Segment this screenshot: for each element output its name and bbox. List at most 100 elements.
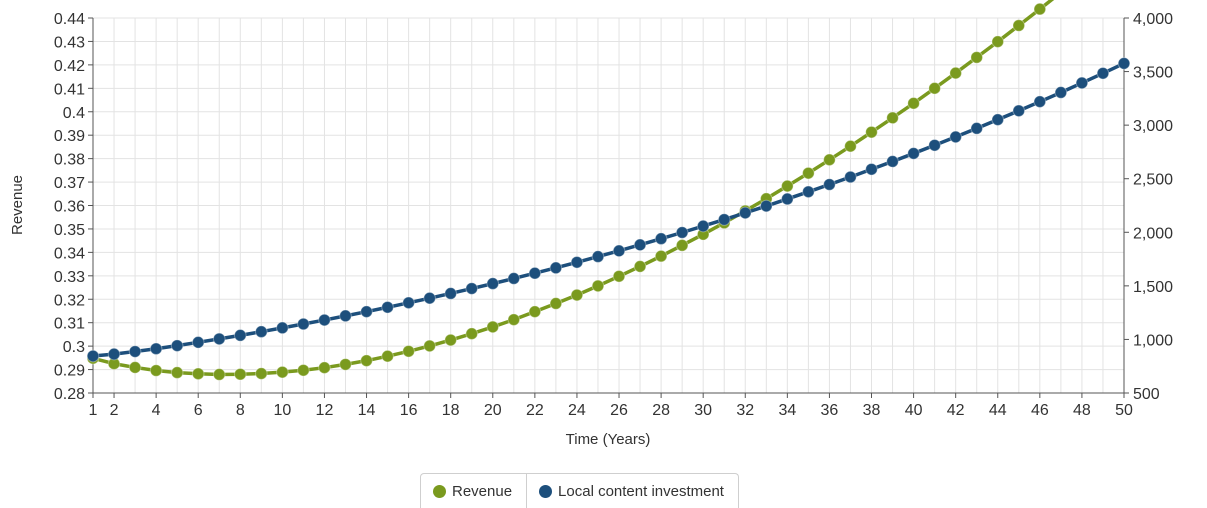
revenue-point[interactable] — [886, 111, 899, 125]
revenue-point[interactable] — [633, 260, 647, 273]
revenue-point[interactable] — [402, 344, 415, 358]
revenue-point[interactable] — [423, 339, 436, 353]
revenue-point[interactable] — [865, 125, 878, 139]
revenue-point[interactable] — [844, 139, 857, 153]
revenue-point[interactable] — [570, 288, 584, 302]
local-content-investment-point[interactable] — [1054, 86, 1068, 99]
local-content-investment-point[interactable] — [844, 170, 857, 184]
local-content-investment-point[interactable] — [149, 342, 163, 356]
local-content-investment-point[interactable] — [612, 244, 626, 258]
local-content-investment-point[interactable] — [276, 321, 289, 335]
revenue-point[interactable] — [591, 279, 605, 293]
left-tick-label: 0.3 — [63, 339, 85, 356]
local-content-investment-point[interactable] — [823, 178, 836, 191]
local-content-investment-point[interactable] — [1075, 76, 1089, 90]
local-content-investment-point[interactable] — [1033, 95, 1047, 108]
revenue-point[interactable] — [654, 249, 668, 263]
revenue-point[interactable] — [128, 361, 142, 374]
local-content-investment-point[interactable] — [233, 329, 247, 342]
revenue-point[interactable] — [255, 367, 268, 380]
revenue-point[interactable] — [907, 97, 920, 110]
legend-item-local-content-investment[interactable]: Local content investment — [526, 474, 738, 508]
revenue-point[interactable] — [781, 179, 794, 193]
revenue-point[interactable] — [191, 367, 205, 381]
local-content-investment-point[interactable] — [402, 296, 415, 310]
local-content-investment-point[interactable] — [591, 250, 605, 263]
revenue-point[interactable] — [1012, 19, 1026, 32]
local-content-investment-point[interactable] — [907, 147, 920, 160]
series-revenue — [86, 0, 1055, 381]
local-content-investment-point[interactable] — [760, 199, 773, 213]
local-content-investment-point[interactable] — [717, 213, 731, 226]
revenue-point[interactable] — [949, 66, 962, 80]
revenue-point[interactable] — [318, 361, 331, 374]
revenue-point[interactable] — [381, 349, 394, 363]
local-content-investment-point[interactable] — [633, 238, 647, 252]
series-local-content-investment — [86, 57, 1131, 363]
revenue-point[interactable] — [675, 239, 689, 252]
local-content-investment-point[interactable] — [549, 261, 563, 275]
revenue-point[interactable] — [486, 320, 500, 334]
revenue-point[interactable] — [823, 153, 836, 167]
revenue-point[interactable] — [1033, 2, 1047, 16]
local-content-investment-point[interactable] — [444, 287, 457, 300]
revenue-point[interactable] — [528, 305, 542, 318]
local-content-investment-point[interactable] — [738, 206, 752, 220]
local-content-investment-point[interactable] — [297, 317, 310, 331]
local-content-investment-point[interactable] — [1012, 104, 1026, 118]
local-content-investment-point[interactable] — [128, 345, 142, 358]
local-content-investment-point[interactable] — [675, 226, 689, 239]
local-content-investment-point[interactable] — [339, 309, 352, 323]
left-tick-label: 0.39 — [54, 128, 85, 145]
revenue-point[interactable] — [928, 82, 941, 95]
revenue-point[interactable] — [991, 35, 1005, 48]
local-content-investment-point[interactable] — [570, 255, 584, 269]
local-content-investment-point[interactable] — [465, 282, 479, 295]
local-content-investment-point[interactable] — [381, 300, 394, 314]
revenue-point[interactable] — [612, 269, 626, 283]
local-content-investment-point[interactable] — [507, 272, 521, 285]
local-content-investment-point[interactable] — [255, 325, 268, 339]
local-content-investment-point[interactable] — [170, 339, 184, 352]
revenue-point[interactable] — [149, 364, 163, 377]
revenue-point[interactable] — [276, 365, 289, 379]
local-content-investment-point[interactable] — [991, 113, 1005, 126]
local-content-investment-point[interactable] — [107, 347, 121, 361]
local-content-investment-point[interactable] — [696, 219, 710, 233]
local-content-investment-point[interactable] — [886, 155, 899, 168]
legend-item-revenue[interactable]: Revenue — [421, 474, 526, 508]
local-content-investment-point[interactable] — [654, 232, 668, 246]
revenue-point[interactable] — [444, 333, 457, 347]
revenue-point[interactable] — [507, 313, 521, 326]
revenue-point[interactable] — [297, 363, 310, 377]
local-content-investment-point[interactable] — [212, 332, 226, 346]
revenue-point[interactable] — [170, 366, 184, 379]
local-content-investment-point[interactable] — [423, 291, 436, 305]
revenue-point[interactable] — [233, 367, 247, 381]
revenue-point[interactable] — [339, 358, 352, 371]
revenue-point[interactable] — [465, 327, 479, 341]
revenue-point[interactable] — [212, 368, 226, 381]
right-y-axis: 500 1,000 1,500 2,000 2,500 3,000 3,500 4,000 — [1123, 11, 1173, 403]
revenue-point[interactable] — [360, 354, 373, 367]
local-content-investment-point[interactable] — [1096, 66, 1110, 80]
local-content-investment-point[interactable] — [928, 138, 941, 152]
revenue-point[interactable] — [970, 51, 984, 64]
local-content-investment-point[interactable] — [528, 266, 542, 280]
x-tick-label: 30 — [694, 402, 712, 419]
local-content-investment-point[interactable] — [191, 336, 205, 349]
local-content-investment-point[interactable] — [1117, 57, 1131, 70]
revenue-point[interactable] — [802, 166, 815, 180]
left-tick-label: 0.36 — [54, 199, 85, 216]
local-content-investment-point[interactable] — [318, 313, 331, 327]
local-content-investment-point[interactable] — [360, 305, 373, 318]
local-content-investment-point[interactable] — [802, 185, 815, 199]
local-content-investment-point[interactable] — [486, 277, 500, 290]
local-content-investment-point[interactable] — [86, 349, 100, 363]
revenue-point[interactable] — [549, 297, 563, 310]
local-content-investment-point[interactable] — [970, 122, 984, 135]
local-content-investment-point[interactable] — [781, 192, 794, 206]
left-tick-label: 0.31 — [54, 316, 85, 333]
local-content-investment-point[interactable] — [949, 130, 962, 144]
local-content-investment-point[interactable] — [865, 162, 878, 176]
